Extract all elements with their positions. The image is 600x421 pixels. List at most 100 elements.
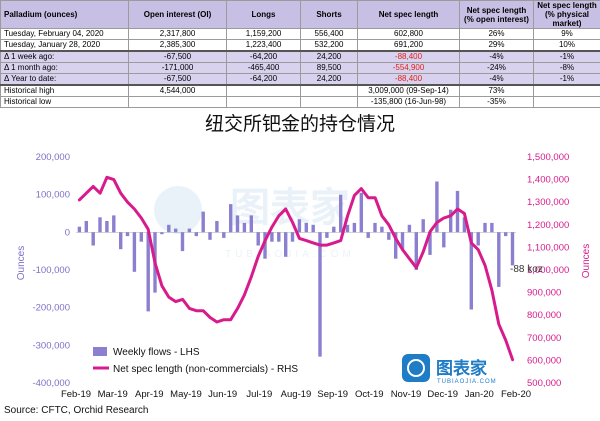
flow-bar bbox=[352, 222, 357, 233]
tubiaojia-logo: 图表家 TUBIAOJIA.COM bbox=[402, 354, 497, 385]
table-header-row: Palladium (ounces) Open interest (OI) Lo… bbox=[0, 0, 600, 29]
flow-bar bbox=[160, 232, 164, 235]
flow-bar bbox=[421, 219, 425, 233]
flow-bar bbox=[490, 222, 494, 233]
flow-bar bbox=[304, 222, 308, 233]
table-cell: 532,200 bbox=[300, 39, 358, 52]
col-header: Net spec length (% physical market) bbox=[533, 0, 600, 29]
flow-bar bbox=[77, 226, 82, 233]
y-right-tick-label: 1,100,000 bbox=[527, 242, 569, 253]
flow-bar bbox=[311, 224, 315, 233]
x-tick-label: Feb-19 bbox=[61, 389, 91, 400]
table-cell: -1% bbox=[533, 50, 600, 63]
logo-mark bbox=[407, 359, 425, 377]
col-header: Longs bbox=[226, 0, 301, 29]
y-right-tick-label: 500,000 bbox=[527, 378, 561, 389]
y-left-tick-label: -300,000 bbox=[32, 340, 70, 351]
table-cell: -4% bbox=[459, 50, 534, 63]
flow-bar bbox=[339, 194, 343, 233]
table-cell: -64,200 bbox=[226, 50, 301, 63]
flow-bar bbox=[318, 232, 322, 357]
x-tick-label: Dec-19 bbox=[427, 389, 458, 400]
y-left-tick-label: -400,000 bbox=[32, 378, 70, 389]
col-header: Palladium (ounces) bbox=[0, 0, 129, 29]
positions-table: Palladium (ounces) Open interest (OI) Lo… bbox=[0, 0, 600, 108]
table-row: Historical low -135,800 (16-Jun-98) -35% bbox=[0, 96, 600, 108]
legend-swatch-flows bbox=[93, 347, 107, 356]
flow-bar bbox=[125, 232, 130, 237]
x-tick-label: Mar-19 bbox=[98, 389, 128, 400]
flow-bar bbox=[325, 232, 329, 238]
x-tick-label: Nov-19 bbox=[391, 389, 422, 400]
flow-bar bbox=[146, 232, 150, 312]
x-tick-label: Sep-19 bbox=[317, 389, 348, 400]
flow-bar bbox=[435, 181, 439, 233]
flow-bar bbox=[407, 224, 412, 233]
x-tick-label: Jan-20 bbox=[465, 389, 494, 400]
y-right-tick-label: 700,000 bbox=[527, 333, 561, 344]
flow-bar bbox=[284, 232, 288, 257]
flow-bar bbox=[400, 232, 405, 250]
watermark-text: 图表家 bbox=[230, 185, 350, 231]
table-row: Tuesday, February 04, 2020 2,317,800 1,1… bbox=[0, 28, 600, 40]
flow-bar bbox=[462, 217, 467, 233]
weekly-flows-bars bbox=[77, 181, 515, 357]
table-cell bbox=[300, 84, 358, 97]
flow-bar bbox=[242, 222, 247, 233]
legend-label-flows: Weekly flows - LHS bbox=[113, 347, 200, 358]
flow-bar bbox=[483, 222, 487, 233]
col-header: Net spec length (% open interest) bbox=[459, 0, 534, 29]
col-header: Shorts bbox=[300, 0, 358, 29]
col-header: Open interest (OI) bbox=[128, 0, 227, 29]
flow-bar bbox=[112, 215, 116, 233]
table-cell: -135,800 (16-Jun-98) bbox=[357, 96, 460, 108]
y-right-tick-label: 800,000 bbox=[527, 310, 561, 321]
flow-bar bbox=[180, 232, 185, 252]
logo-subtext: TUBIAOJIA.COM bbox=[437, 379, 497, 385]
latest-flow-annotation: -88 koz bbox=[510, 264, 543, 275]
flow-bar bbox=[270, 232, 274, 242]
palladium-positioning-chart: 图表家 TUBIAOJIA.COM 纽交所钯金的持仓情况 200,000 100,… bbox=[4, 113, 592, 416]
flow-bar bbox=[215, 221, 219, 233]
flow-bar bbox=[139, 232, 143, 242]
table-cell: 556,400 bbox=[300, 28, 358, 40]
flow-bar bbox=[345, 224, 350, 233]
flow-bar bbox=[208, 232, 212, 240]
net-spec-length-line bbox=[77, 175, 515, 362]
table-cell: -67,500 bbox=[128, 73, 227, 86]
table-cell: -88,400 bbox=[357, 73, 460, 86]
flow-bar bbox=[174, 228, 178, 233]
table-cell: -554,900 bbox=[357, 62, 460, 74]
table-cell: 73% bbox=[459, 84, 534, 97]
y-right-tick-label: 1,400,000 bbox=[527, 175, 569, 186]
flow-bar bbox=[504, 232, 508, 237]
y-left-tick-label: 200,000 bbox=[36, 152, 70, 163]
y-axis-right-label: Ounces bbox=[581, 244, 592, 278]
flow-bar bbox=[332, 226, 336, 233]
table-row: Δ 1 week ago: -67,500 -64,200 24,200 -88… bbox=[0, 50, 600, 63]
table-cell: 29% bbox=[459, 39, 534, 52]
flow-bar bbox=[105, 221, 109, 233]
flow-bar bbox=[497, 232, 501, 287]
flow-bar bbox=[476, 232, 480, 246]
chart-legend: Weekly flows - LHS Net spec length (non-… bbox=[93, 347, 298, 375]
flow-bar bbox=[455, 190, 460, 233]
table-row: Δ 1 month ago: -171,000 -465,400 89,500 … bbox=[0, 62, 600, 74]
table-cell: 89,500 bbox=[300, 62, 358, 74]
flow-bar bbox=[366, 232, 370, 238]
flow-bar bbox=[256, 232, 260, 246]
table-cell: 26% bbox=[459, 28, 534, 40]
flow-bar bbox=[119, 232, 123, 250]
table-cell: 24,200 bbox=[300, 73, 358, 86]
row-label: Tuesday, February 04, 2020 bbox=[0, 28, 129, 40]
row-label: Tuesday, January 28, 2020 bbox=[0, 39, 129, 52]
y-left-tick-label: -200,000 bbox=[32, 303, 70, 314]
table-cell bbox=[226, 84, 301, 97]
flow-bar bbox=[91, 232, 95, 246]
row-label: Δ Year to date: bbox=[0, 73, 129, 86]
y-left-tick-label: -100,000 bbox=[32, 265, 70, 276]
table-cell: 2,385,300 bbox=[128, 39, 227, 52]
table-cell: 602,800 bbox=[357, 28, 460, 40]
y-right-tick-label: 1,300,000 bbox=[527, 197, 569, 208]
flow-bar bbox=[194, 232, 198, 237]
